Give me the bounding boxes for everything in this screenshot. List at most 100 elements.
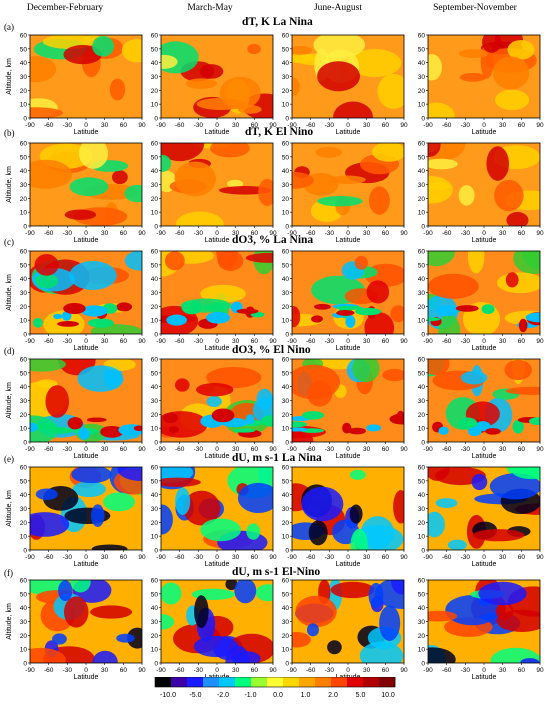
xtick-label: -90 [25, 338, 35, 345]
xtick-label: -30 [194, 122, 204, 129]
x-axis-label: Latitude [205, 237, 230, 244]
xtick-label: 30 [363, 338, 371, 345]
panel-3-2: 0 10 20 30 40 50 60 -90 -60 -30 0 30 60 90 Latitude [282, 357, 408, 461]
xtick-label: -30 [194, 230, 204, 237]
xtick-label: 90 [536, 667, 544, 674]
panel-1-3: 0 10 20 30 40 50 60 -90 -60 -30 0 30 60 90 Latitude [418, 141, 544, 245]
xtick-label: -60 [175, 554, 185, 561]
ytick-label: 10 [418, 426, 426, 433]
xtick-label: 90 [269, 122, 277, 129]
ytick-label: 50 [282, 262, 290, 269]
ytick-label: 40 [282, 384, 290, 391]
xtick-label: -90 [423, 338, 433, 345]
colorbar-swatch [283, 677, 300, 687]
ytick-label: 60 [418, 465, 426, 472]
ytick-label: 30 [282, 398, 290, 405]
x-axis-label: Latitude [74, 453, 99, 460]
xtick-label: 90 [536, 338, 544, 345]
panel-0-2: 0 10 20 30 40 50 60 -90 -60 -30 0 30 60 90 Latitude [282, 33, 408, 137]
ytick-label: 50 [151, 478, 159, 485]
ytick-label: 30 [151, 290, 159, 297]
xtick-label: 0 [215, 122, 219, 129]
ytick-label: 30 [151, 619, 159, 626]
x-axis-label: Latitude [74, 345, 99, 352]
ytick-label: 40 [282, 168, 290, 175]
row-label-b: (b) [4, 128, 15, 138]
xtick-label: 60 [251, 338, 259, 345]
xtick-label: -60 [306, 446, 316, 453]
xtick-label: 0 [84, 667, 88, 674]
y-axis-label: Altitude, km [6, 382, 13, 419]
ytick-label: 10 [282, 647, 290, 654]
row-title-d: dO3, % El Nino [232, 344, 311, 356]
xtick-label: 30 [101, 667, 109, 674]
xtick-label: -30 [63, 554, 73, 561]
xtick-label: 0 [482, 446, 486, 453]
xtick-label: 30 [232, 338, 240, 345]
colorbar-swatch [171, 677, 188, 687]
ytick-label: 30 [418, 290, 426, 297]
ytick-label: 60 [151, 357, 159, 364]
ytick-label: 50 [20, 478, 28, 485]
ytick-label: 20 [20, 196, 28, 203]
xtick-label: 60 [518, 230, 526, 237]
ytick-label: 0 [421, 116, 425, 123]
ytick-label: 50 [418, 591, 426, 598]
ytick-label: 0 [421, 332, 425, 339]
xtick-label: -60 [44, 667, 54, 674]
ytick-label: 20 [20, 412, 28, 419]
xtick-label: -60 [306, 667, 316, 674]
colorbar-swatch [347, 677, 364, 687]
x-axis-label: Latitude [472, 129, 497, 136]
xtick-label: -30 [461, 230, 471, 237]
ytick-label: 30 [282, 506, 290, 513]
ytick-label: 60 [418, 249, 426, 256]
xtick-label: 30 [232, 667, 240, 674]
ytick-label: 50 [418, 46, 426, 53]
ytick-label: 40 [20, 168, 28, 175]
xtick-label: -90 [156, 554, 166, 561]
xtick-label: -90 [423, 667, 433, 674]
colorbar: -10.0 -5.0 -2.0 -1.0 0.0 1.0 2.0 5.0 10.0 [154, 677, 396, 699]
xtick-label: 90 [400, 446, 408, 453]
colorbar-tick-label: 5.0 [356, 692, 366, 699]
ytick-label: 0 [23, 661, 27, 668]
xtick-label: 0 [215, 667, 219, 674]
xtick-label: -90 [423, 122, 433, 129]
xtick-label: 60 [382, 667, 390, 674]
x-axis-label: Latitude [336, 561, 361, 568]
ytick-label: 20 [151, 196, 159, 203]
x-axis-label: Latitude [205, 453, 230, 460]
xtick-label: -30 [194, 667, 204, 674]
xtick-label: -60 [306, 122, 316, 129]
xtick-label: -90 [25, 446, 35, 453]
ytick-label: 30 [418, 506, 426, 513]
ytick-label: 10 [151, 318, 159, 325]
ytick-label: 40 [151, 605, 159, 612]
ytick-label: 40 [418, 605, 426, 612]
ytick-label: 30 [282, 74, 290, 81]
ytick-label: 10 [418, 210, 426, 217]
xtick-label: 90 [536, 446, 544, 453]
ytick-label: 30 [151, 398, 159, 405]
y-axis-label: Altitude, km [6, 58, 13, 95]
xtick-label: 60 [382, 338, 390, 345]
ytick-label: 30 [418, 74, 426, 81]
x-axis-label: Latitude [472, 674, 497, 680]
ytick-label: 40 [418, 492, 426, 499]
row-label-f: (f) [4, 568, 13, 578]
ytick-label: 60 [151, 33, 159, 40]
ytick-label: 40 [20, 60, 28, 67]
ytick-label: 40 [282, 276, 290, 283]
ytick-label: 20 [418, 88, 426, 95]
ytick-label: 40 [20, 276, 28, 283]
colorbar-swatch [187, 677, 204, 687]
xtick-label: -90 [25, 230, 35, 237]
ytick-label: 40 [418, 60, 426, 67]
xtick-label: 0 [84, 122, 88, 129]
xtick-label: 0 [482, 338, 486, 345]
ytick-label: 20 [20, 520, 28, 527]
ytick-label: 10 [418, 534, 426, 541]
xtick-label: 90 [138, 446, 146, 453]
